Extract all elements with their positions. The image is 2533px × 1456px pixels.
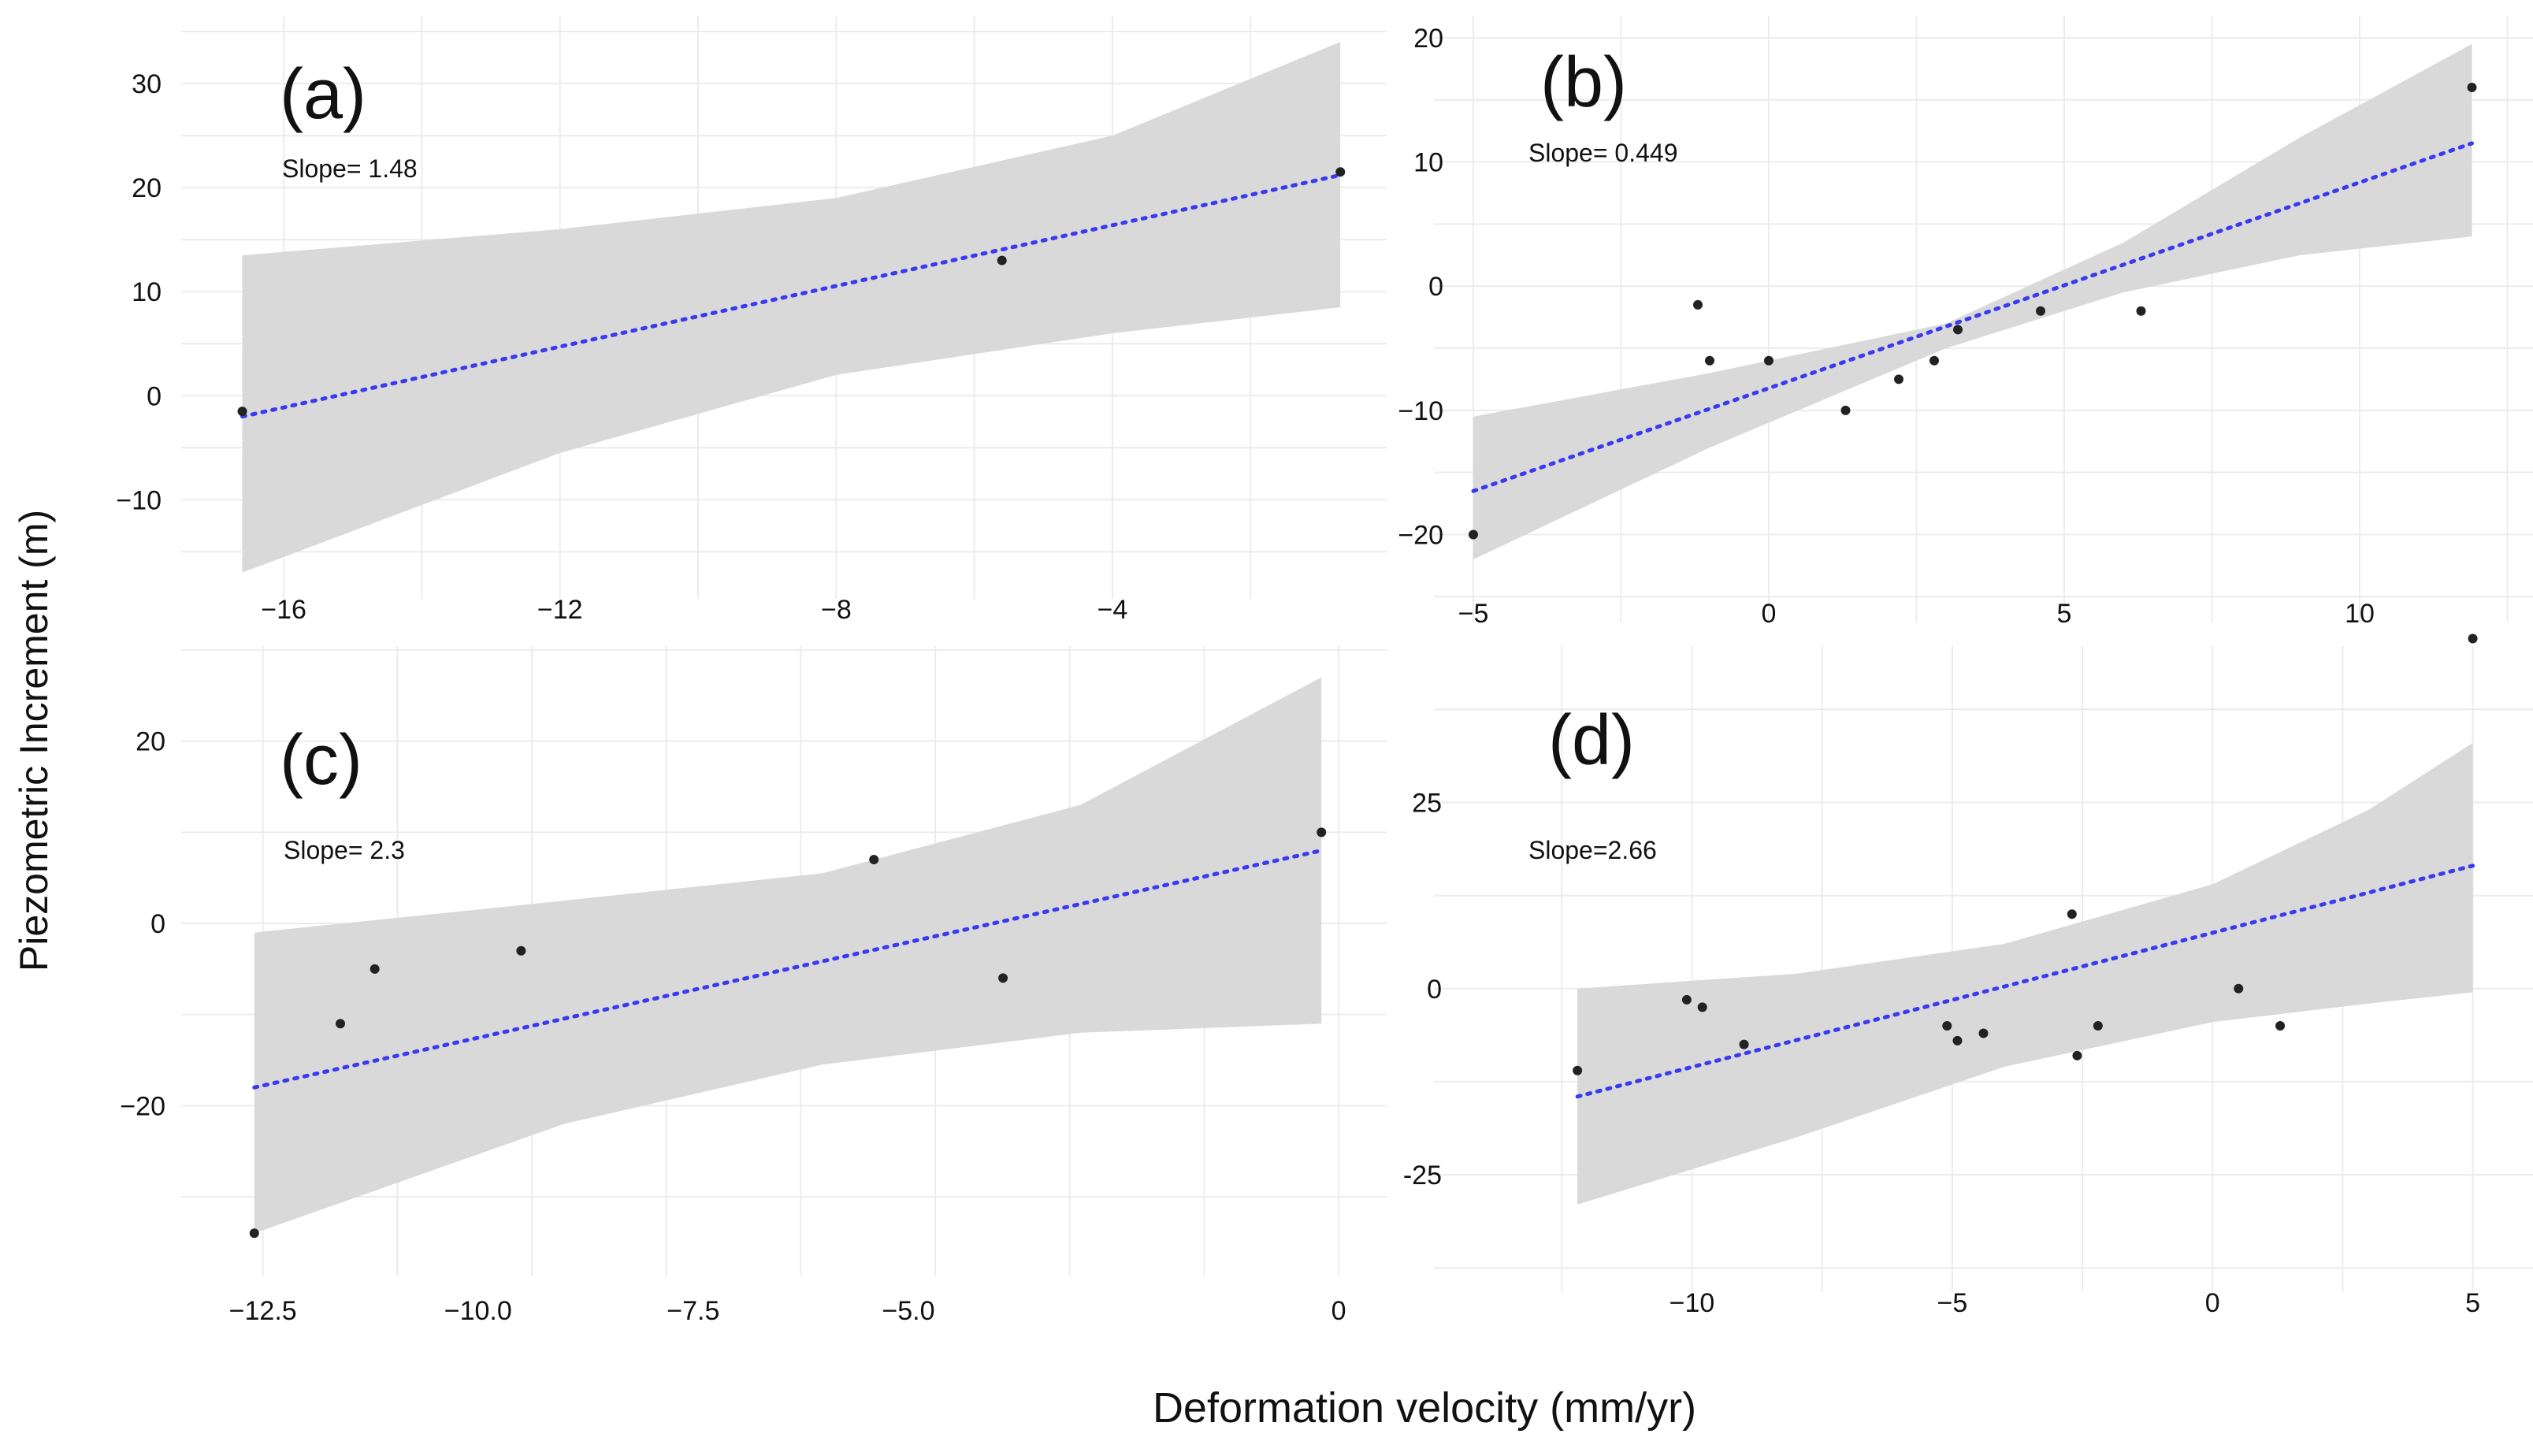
panel-label: (a) xyxy=(280,55,366,134)
data-point xyxy=(1335,167,1346,177)
panel-label: (c) xyxy=(280,721,362,800)
data-point xyxy=(2036,306,2045,316)
y-tick-label: 0 xyxy=(1427,975,1442,1005)
confidence-band xyxy=(1577,742,2473,1205)
x-tick-label: −12 xyxy=(537,595,583,625)
slope-annotation: Slope= 2.3 xyxy=(284,836,405,864)
data-point xyxy=(2234,983,2244,994)
y-tick-label: 25 xyxy=(1412,788,1442,818)
panel-label: (b) xyxy=(1540,43,1627,122)
slope-annotation: Slope= 1.48 xyxy=(282,154,418,183)
data-point xyxy=(2072,1050,2082,1060)
data-point xyxy=(998,973,1008,983)
x-tick-label: 0 xyxy=(1762,599,1777,629)
x-tick-label: −5 xyxy=(1937,1288,1967,1318)
panel-a: −10 0 10 20 30 −16 −12 −8 −4 (a) Slope= 1.48 xyxy=(116,16,1387,625)
y-axis-title: Piezometric Increment (m) xyxy=(12,510,56,971)
y-tick-label: 30 xyxy=(132,69,162,99)
slope-annotation: Slope= 0.449 xyxy=(1528,139,1678,167)
x-tick-label: −16 xyxy=(261,595,306,625)
data-point xyxy=(1978,1028,1989,1038)
data-point xyxy=(370,964,380,974)
x-tick-label: −12.5 xyxy=(229,1296,297,1326)
regression-line xyxy=(1471,141,2474,493)
data-point xyxy=(1705,355,1714,366)
panel-b: −20 −10 0 10 20 −5 0 5 10 (b) Slope= 0.449 xyxy=(1398,16,2533,629)
data-point xyxy=(2093,1021,2103,1031)
data-point xyxy=(237,407,247,417)
x-tick-label: −7.5 xyxy=(667,1296,719,1326)
y-tick-label: 10 xyxy=(132,277,162,307)
data-point xyxy=(1840,405,1851,415)
x-tick-label: −10.0 xyxy=(444,1296,512,1326)
x-tick-label: −8 xyxy=(821,595,852,625)
data-point xyxy=(1739,1039,1749,1049)
data-point xyxy=(1573,1065,1583,1075)
x-tick-label: −5.0 xyxy=(882,1296,934,1326)
data-point xyxy=(336,1019,345,1029)
y-tick-label: −20 xyxy=(1398,520,1443,550)
data-point xyxy=(1693,299,1703,310)
regression-line xyxy=(1575,864,2475,1099)
x-axis-title: Deformation velocity (mm/yr) xyxy=(1153,1384,1696,1432)
x-tick-label: 0 xyxy=(2205,1288,2220,1318)
panel-d: -25 0 25 −10 −5 0 5 (d) Slope=2.66 xyxy=(1403,633,2533,1318)
x-tick-label: −4 xyxy=(1098,595,1128,625)
y-tick-label: -25 xyxy=(1403,1161,1442,1190)
data-point xyxy=(1952,1035,1963,1046)
data-point xyxy=(1317,827,1327,838)
data-point xyxy=(1942,1021,1952,1031)
confidence-band xyxy=(242,42,1341,573)
y-tick-label: 0 xyxy=(150,909,165,939)
data-point xyxy=(1953,325,1963,335)
data-point xyxy=(997,255,1007,266)
y-tick-label: 0 xyxy=(1428,272,1443,302)
data-point xyxy=(2467,82,2477,92)
y-tick-label: 0 xyxy=(147,381,162,411)
slope-annotation: Slope=2.66 xyxy=(1528,836,1657,864)
data-point xyxy=(1894,374,1903,384)
y-tick-label: −10 xyxy=(1398,396,1443,426)
confidence-band xyxy=(254,677,1322,1234)
data-point xyxy=(2468,633,2478,644)
y-tick-label: 10 xyxy=(1413,148,1443,178)
data-point xyxy=(1681,994,1692,1005)
y-tick-label: 20 xyxy=(132,173,162,203)
y-tick-label: −20 xyxy=(120,1091,165,1121)
data-point xyxy=(2275,1021,2286,1031)
data-point xyxy=(2067,909,2077,919)
regression-line xyxy=(240,173,1343,419)
x-tick-label: 10 xyxy=(2345,599,2375,629)
data-point xyxy=(1929,355,1939,366)
data-point xyxy=(249,1228,259,1239)
x-tick-label: −10 xyxy=(1669,1288,1715,1318)
y-tick-label: 20 xyxy=(136,727,165,757)
x-tick-label: 5 xyxy=(2057,599,2072,629)
data-point xyxy=(516,945,526,956)
data-point xyxy=(1469,529,1478,540)
panel-label: (d) xyxy=(1548,701,1635,780)
data-point xyxy=(2136,306,2146,316)
data-point xyxy=(1697,1002,1707,1012)
x-tick-label: 5 xyxy=(2465,1288,2480,1318)
y-tick-label: 20 xyxy=(1413,24,1443,54)
panel-c: −20 0 20 −12.5 −10.0 −7.5 −5.0 0 (c) Slope= 2.3 xyxy=(120,646,1387,1326)
x-tick-label: −5 xyxy=(1458,599,1489,629)
confidence-band xyxy=(1473,43,2472,560)
y-tick-label: −10 xyxy=(116,485,162,515)
regression-line xyxy=(252,848,1324,1090)
x-tick-label: 0 xyxy=(1331,1296,1346,1326)
data-point xyxy=(1764,355,1773,366)
data-point xyxy=(869,855,879,865)
